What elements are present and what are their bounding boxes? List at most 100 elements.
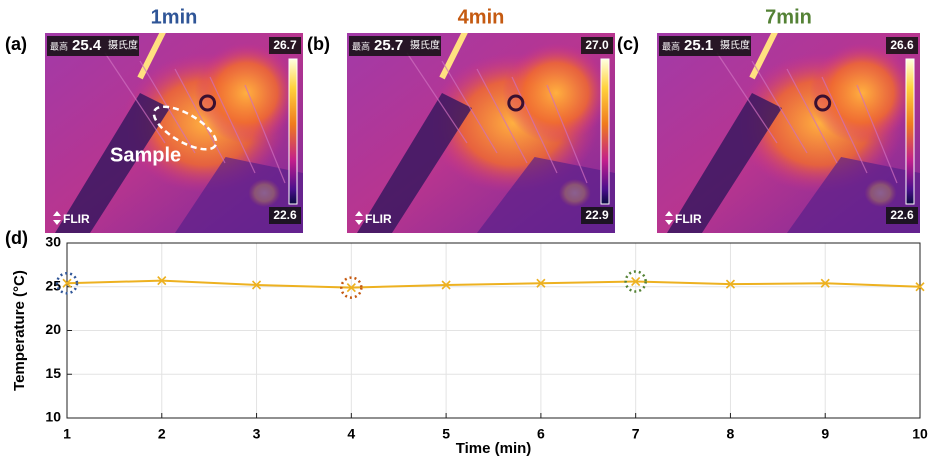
x-tick-label: 10 bbox=[912, 426, 928, 442]
max-label: 最高 bbox=[50, 40, 68, 51]
cold-area bbox=[477, 157, 615, 233]
x-tick-label: 6 bbox=[537, 426, 545, 442]
marker bbox=[631, 276, 641, 287]
max-label: 最高 bbox=[352, 40, 370, 51]
knob bbox=[199, 94, 217, 112]
marker bbox=[820, 278, 830, 288]
colorbar bbox=[288, 58, 298, 205]
marker bbox=[251, 280, 262, 290]
highlight-circle bbox=[624, 270, 647, 293]
cold-tube bbox=[55, 93, 170, 233]
highlight-circle bbox=[340, 276, 363, 299]
y-tick-label: 15 bbox=[45, 365, 61, 381]
x-tick-label: 8 bbox=[727, 426, 735, 442]
bracket bbox=[511, 76, 558, 174]
thermal-image: 最高 25.1 摄氏度 26.6 22.6 FLIR bbox=[657, 33, 920, 233]
bracket bbox=[174, 68, 226, 164]
bracket bbox=[786, 68, 838, 164]
brand-logo bbox=[355, 211, 363, 225]
marker bbox=[725, 279, 736, 289]
max-value: 25.4 bbox=[72, 37, 102, 54]
scale-min: 22.6 bbox=[890, 208, 914, 222]
cold-tube bbox=[357, 93, 472, 233]
hot-area bbox=[809, 43, 915, 143]
marker bbox=[915, 282, 925, 292]
cold-tube bbox=[667, 93, 782, 233]
bracket bbox=[104, 52, 166, 144]
marker bbox=[157, 276, 167, 286]
x-tick-label: 4 bbox=[347, 426, 355, 442]
bracket bbox=[406, 52, 468, 144]
y-tick-label: 30 bbox=[45, 234, 61, 250]
scale-min-box bbox=[269, 207, 301, 224]
bracket bbox=[476, 68, 528, 164]
panel-title: 4min bbox=[458, 6, 505, 28]
scale-min-box bbox=[886, 207, 918, 224]
brand: FLIR bbox=[63, 212, 90, 226]
panel-title: 7min bbox=[765, 6, 812, 28]
unit: 摄氏度 bbox=[410, 39, 440, 52]
scale-max: 26.7 bbox=[273, 38, 297, 52]
max-box bbox=[659, 36, 751, 56]
colorbar bbox=[600, 58, 610, 205]
scale-max-box bbox=[269, 37, 301, 54]
max-value: 25.1 bbox=[684, 37, 713, 54]
thermal-image: 最高 25.7 摄氏度 27.0 22.9 FLIR bbox=[347, 33, 615, 233]
x-tick-label: 1 bbox=[63, 426, 71, 442]
x-tick-label: 9 bbox=[821, 426, 829, 442]
brand: FLIR bbox=[675, 212, 702, 226]
bracket bbox=[856, 84, 898, 184]
panel-label: (b) bbox=[307, 34, 330, 54]
bracket bbox=[441, 60, 498, 154]
marker bbox=[441, 280, 451, 290]
sample-outline bbox=[152, 105, 218, 151]
scale-min-box bbox=[581, 207, 613, 224]
scale-max: 27.0 bbox=[585, 38, 609, 52]
x-axis-label: Time (min) bbox=[456, 440, 532, 457]
panel-label: (c) bbox=[617, 34, 639, 54]
scale-max-box bbox=[581, 37, 613, 54]
marker bbox=[62, 278, 72, 288]
scale-min: 22.6 bbox=[273, 208, 297, 222]
x-tick-label: 5 bbox=[442, 426, 450, 442]
x-tick-label: 3 bbox=[253, 426, 261, 442]
knob bbox=[507, 94, 525, 112]
knob bbox=[814, 94, 832, 112]
hot-area bbox=[194, 43, 298, 143]
max-box bbox=[349, 36, 441, 56]
y-tick-label: 25 bbox=[45, 277, 61, 293]
colorbar bbox=[905, 58, 915, 205]
panel-label: (d) bbox=[5, 228, 28, 248]
scale-max-box bbox=[886, 37, 918, 54]
unit: 摄氏度 bbox=[720, 39, 750, 52]
scale-max: 26.6 bbox=[890, 38, 914, 52]
brand: FLIR bbox=[365, 212, 392, 226]
bracket bbox=[209, 76, 256, 174]
panel-title: 1min bbox=[151, 6, 198, 28]
marker bbox=[346, 283, 356, 293]
hot-area bbox=[502, 43, 610, 143]
thermal-image: 最高 25.4 摄氏度 26.7 22.6 FLIR Sample bbox=[45, 33, 303, 233]
bracket bbox=[546, 84, 588, 184]
plot-frame bbox=[66, 242, 921, 419]
rod bbox=[749, 33, 778, 80]
bracket bbox=[751, 60, 808, 154]
rod bbox=[137, 33, 166, 80]
brand-logo bbox=[53, 211, 61, 225]
max-value: 25.7 bbox=[374, 37, 403, 54]
scale-min: 22.9 bbox=[585, 208, 609, 222]
x-tick-label: 2 bbox=[158, 426, 166, 442]
y-tick-label: 10 bbox=[45, 409, 61, 425]
rod bbox=[439, 33, 468, 80]
x-tick-label: 7 bbox=[632, 426, 640, 442]
panel-label: (a) bbox=[5, 34, 27, 54]
max-box bbox=[47, 36, 139, 56]
bracket bbox=[244, 84, 286, 184]
bracket bbox=[821, 76, 868, 174]
bracket bbox=[716, 52, 778, 144]
y-axis-label: Temperature (°C) bbox=[11, 270, 28, 391]
unit: 摄氏度 bbox=[108, 39, 138, 52]
sample-label: Sample bbox=[110, 144, 181, 166]
series-line bbox=[66, 279, 921, 289]
